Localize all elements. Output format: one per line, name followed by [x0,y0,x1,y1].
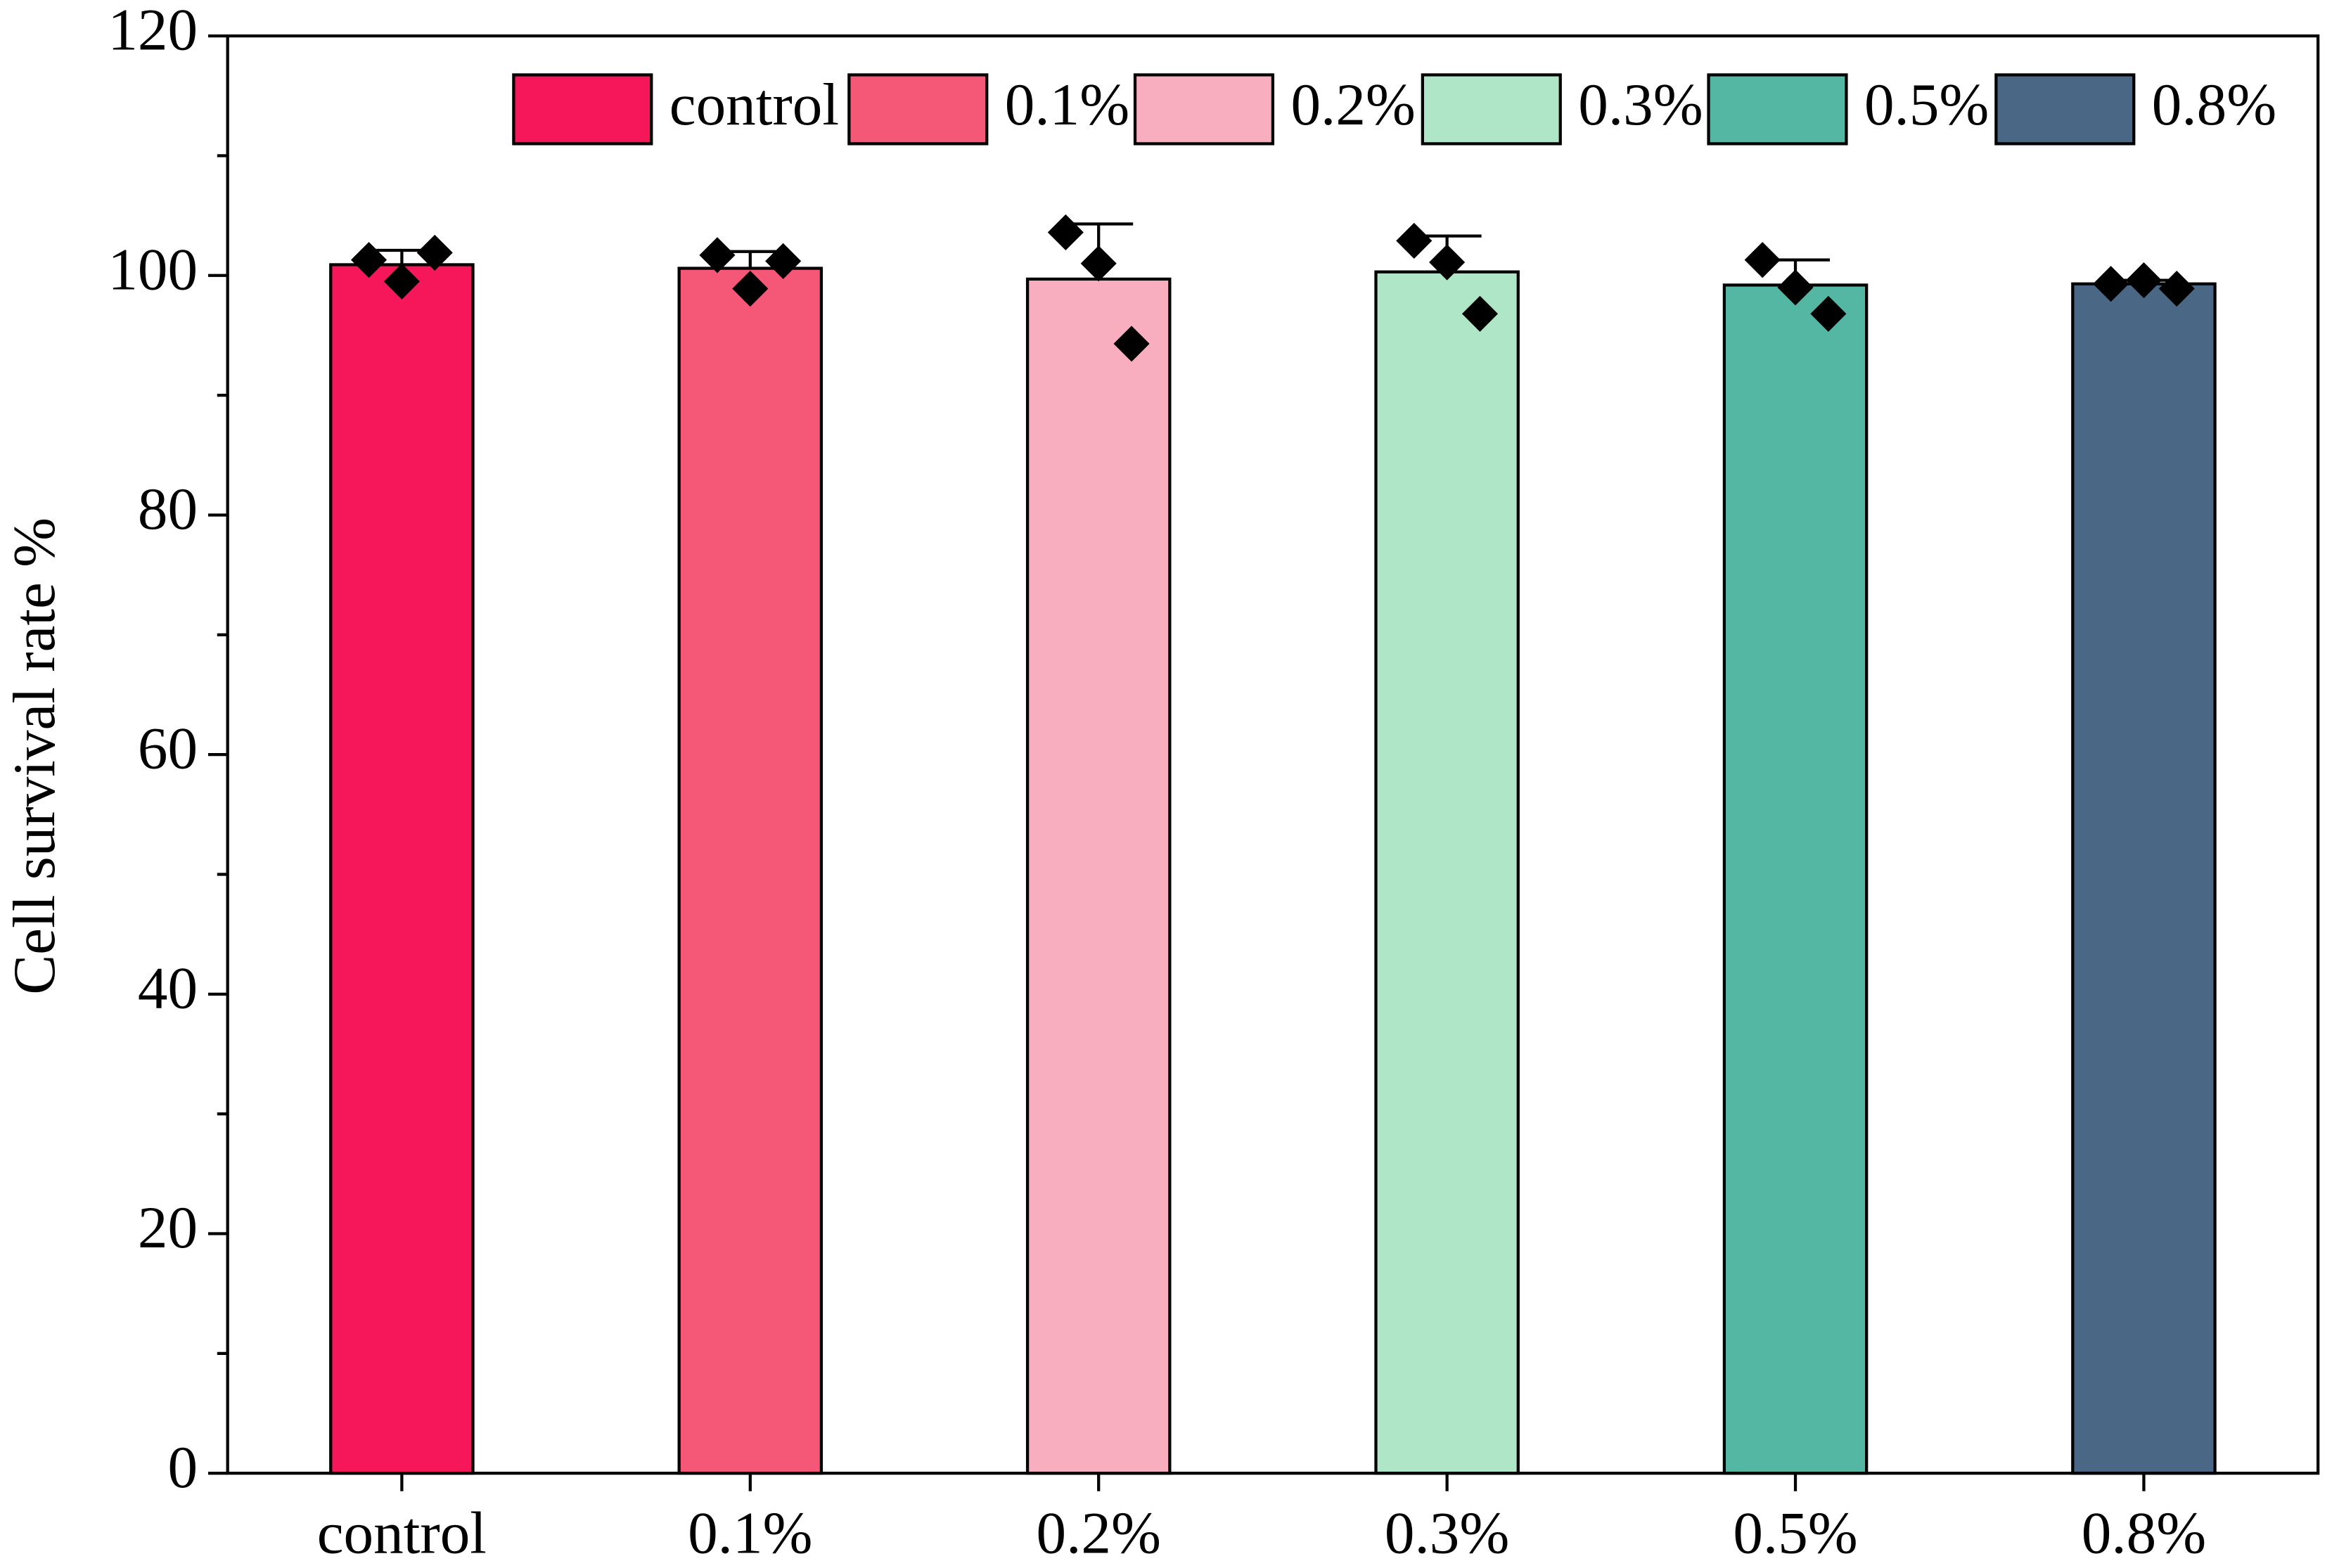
bar [1722,283,1869,1475]
legend-label: 0.1% [1005,72,1129,138]
x-tick-label: 0.5% [1733,1500,1857,1566]
data-point [1113,326,1150,362]
legend-swatch [1707,73,1848,146]
y-tick-label: 100 [108,236,198,302]
x-tick-label: 0.1% [688,1500,812,1566]
data-point [765,243,802,279]
y-tick-label: 0 [168,1434,198,1500]
data-point [416,234,453,271]
legend-label: 0.3% [1578,72,1703,138]
legend-label: 0.8% [2152,72,2276,138]
y-tick-label: 40 [138,955,198,1021]
bar [2071,282,2217,1475]
data-point [1396,222,1433,259]
legend-label: 0.2% [1290,72,1415,138]
data-point [732,270,769,307]
x-tick-label: 0.2% [1037,1500,1161,1566]
legend-label: 0.5% [1864,72,1989,138]
data-point [2093,266,2129,302]
legend-swatch [1133,73,1275,146]
y-tick-label: 80 [138,476,198,542]
legend-swatch [1994,73,2136,146]
legend-swatch [1421,73,1562,146]
x-tick-label: control [317,1500,487,1566]
y-axis-label: Cell survival rate % [1,518,68,995]
data-point [1047,214,1084,251]
bar [329,263,475,1475]
data-point [2125,262,2162,299]
data-point [350,242,387,278]
y-tick-label: 60 [138,716,198,782]
x-tick-label: 0.3% [1385,1500,1509,1566]
legend-label: control [669,72,839,138]
bar [677,266,824,1475]
x-tick-label: 0.8% [2082,1500,2206,1566]
data-point [383,263,420,300]
bar [1374,270,1520,1475]
plot-frame [226,34,2320,1475]
y-tick-label: 20 [138,1195,198,1261]
legend-swatch [847,73,989,146]
bar [1025,277,1172,1475]
y-tick-label: 120 [108,0,198,63]
legend-swatch [512,73,653,146]
